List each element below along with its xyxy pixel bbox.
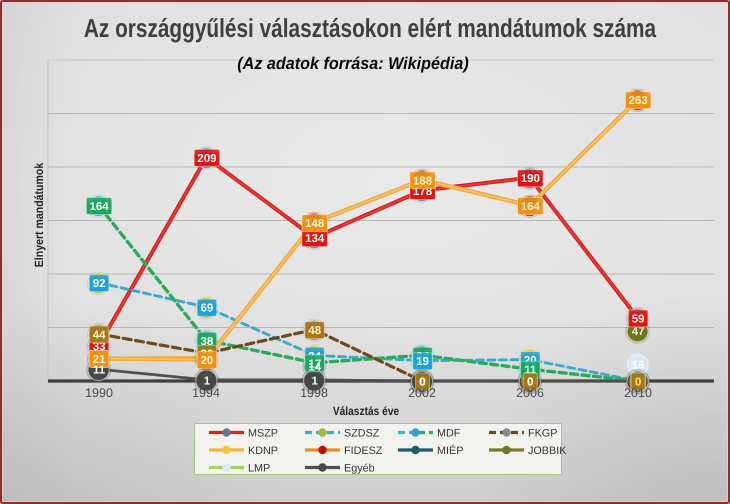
svg-text:FKGP: FKGP bbox=[528, 427, 557, 439]
svg-text:0: 0 bbox=[527, 377, 533, 389]
svg-text:164: 164 bbox=[521, 201, 541, 213]
svg-text:178: 178 bbox=[413, 186, 433, 198]
svg-text:MIÉP: MIÉP bbox=[437, 444, 463, 457]
svg-text:134: 134 bbox=[305, 233, 325, 245]
svg-text:JOBBIK: JOBBIK bbox=[528, 445, 567, 457]
svg-text:164: 164 bbox=[90, 201, 110, 213]
svg-text:Egyéb: Egyéb bbox=[344, 462, 375, 474]
svg-text:92: 92 bbox=[93, 278, 106, 290]
svg-text:59: 59 bbox=[632, 313, 645, 325]
svg-text:33: 33 bbox=[93, 341, 106, 353]
svg-text:190: 190 bbox=[521, 173, 540, 185]
svg-text:1: 1 bbox=[204, 375, 211, 387]
svg-text:148: 148 bbox=[305, 218, 325, 230]
svg-text:69: 69 bbox=[201, 303, 214, 315]
svg-text:48: 48 bbox=[308, 325, 321, 337]
svg-text:0: 0 bbox=[635, 377, 641, 389]
svg-text:LMP: LMP bbox=[248, 462, 270, 474]
svg-text:38: 38 bbox=[201, 336, 214, 348]
svg-text:209: 209 bbox=[197, 153, 216, 165]
svg-text:0: 0 bbox=[527, 377, 533, 389]
svg-text:17: 17 bbox=[308, 358, 321, 370]
svg-text:19: 19 bbox=[416, 356, 429, 368]
svg-text:21: 21 bbox=[93, 354, 106, 366]
svg-text:KDNP: KDNP bbox=[248, 445, 278, 457]
svg-text:0: 0 bbox=[635, 377, 641, 389]
svg-text:20: 20 bbox=[201, 355, 214, 367]
svg-text:0: 0 bbox=[419, 377, 425, 389]
svg-text:MDF: MDF bbox=[437, 427, 461, 439]
svg-text:188: 188 bbox=[413, 175, 433, 187]
svg-text:11: 11 bbox=[93, 365, 106, 377]
svg-text:0: 0 bbox=[419, 377, 425, 389]
svg-text:16: 16 bbox=[632, 359, 645, 371]
svg-text:SZDSZ: SZDSZ bbox=[344, 427, 380, 439]
svg-text:44: 44 bbox=[93, 329, 106, 341]
svg-text:1: 1 bbox=[311, 375, 318, 387]
svg-text:263: 263 bbox=[629, 95, 648, 107]
svg-text:14: 14 bbox=[308, 362, 321, 374]
svg-text:0: 0 bbox=[419, 377, 425, 389]
svg-text:FIDESZ: FIDESZ bbox=[344, 445, 383, 457]
svg-text:MSZP: MSZP bbox=[248, 427, 278, 439]
svg-text:47: 47 bbox=[632, 326, 645, 338]
